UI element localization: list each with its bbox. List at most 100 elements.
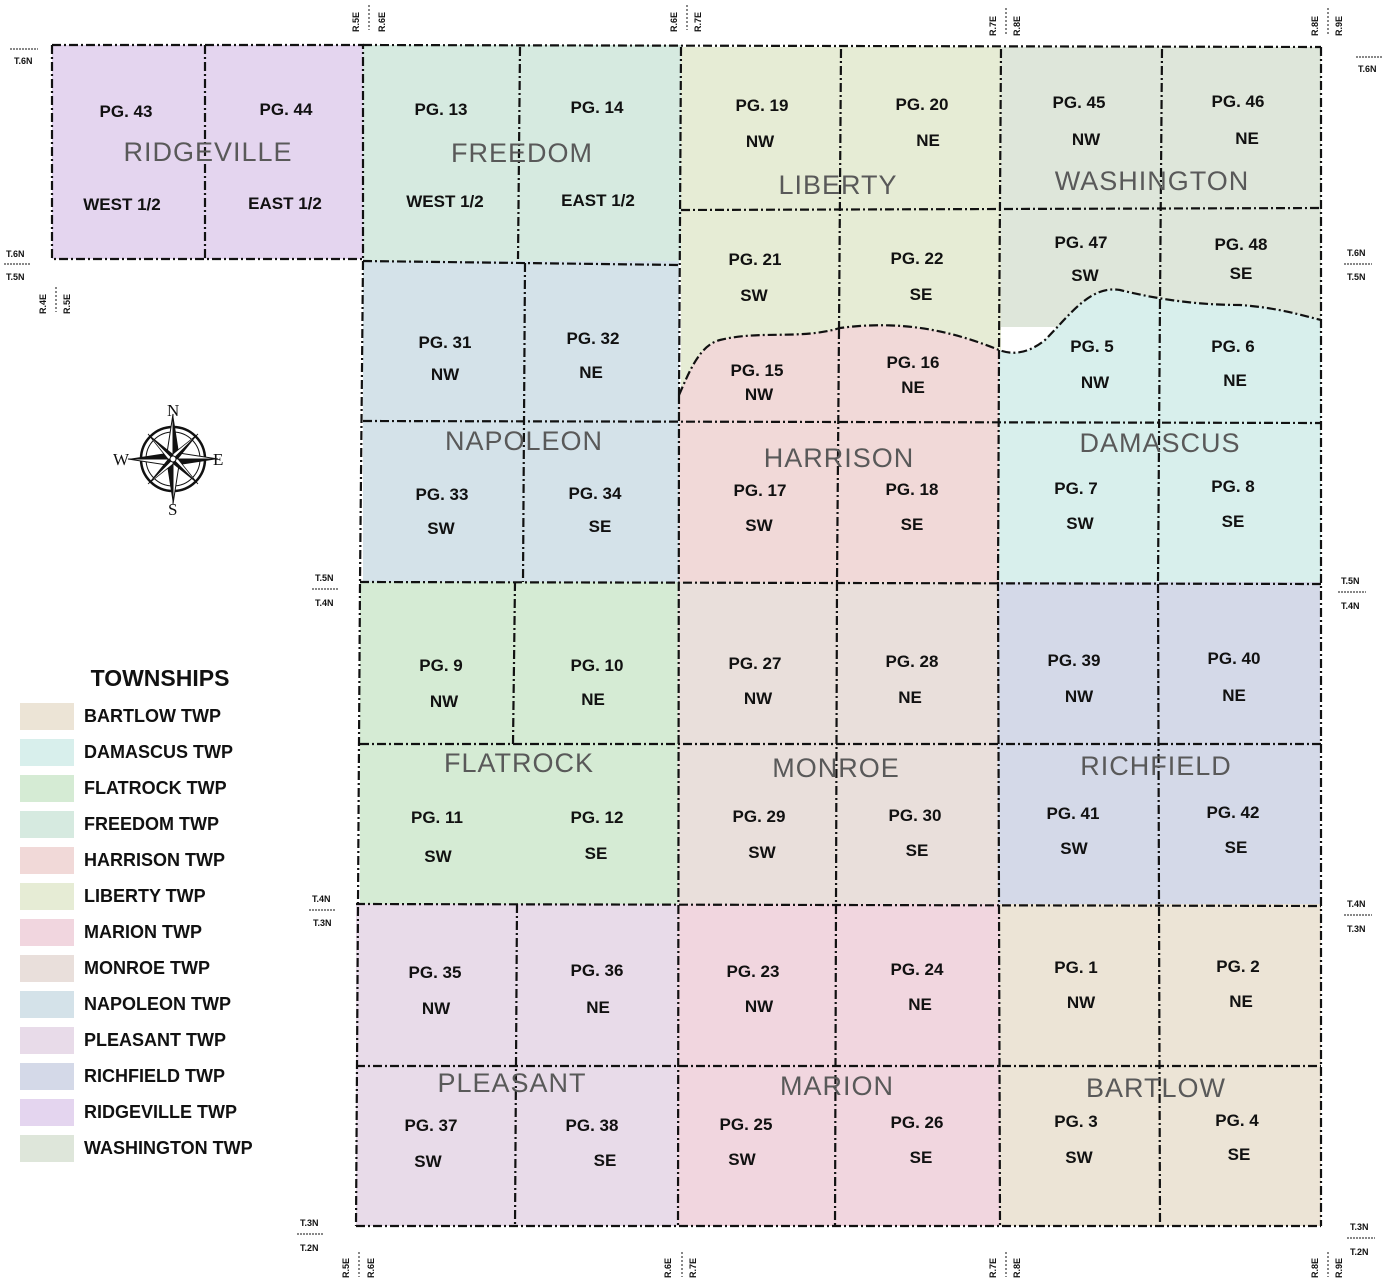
page-label: PG. 42	[1207, 803, 1260, 822]
page-label: PG. 13	[415, 100, 468, 119]
page-label: PG. 43	[100, 102, 153, 121]
legend-label: RICHFIELD TWP	[84, 1065, 225, 1086]
legend-swatch	[20, 810, 74, 838]
legend-swatch	[20, 918, 74, 946]
page-label: PG. 44	[260, 100, 313, 119]
tier-label: T.4N	[312, 894, 331, 904]
legend-swatch	[20, 846, 74, 874]
tier-labels: T.6N T.6N T.5N T.5N T.4N T.4N T.3N T.3N …	[4, 48, 1383, 1257]
range-label: R.7E	[688, 1258, 698, 1278]
page-labels: PG. 43 WEST 1/2 PG. 44 EAST 1/2 PG. 13 W…	[83, 92, 1267, 1171]
page-label: PG. 48	[1215, 235, 1268, 254]
page-label: PG. 27	[729, 654, 782, 673]
page-label: PG. 46	[1212, 92, 1265, 111]
legend-label: FLATROCK TWP	[84, 777, 227, 798]
section-label: SE	[585, 844, 608, 863]
section-label: WEST 1/2	[406, 192, 483, 211]
page-label: PG. 32	[567, 329, 620, 348]
section-label: SW	[748, 843, 776, 862]
freedom-area	[363, 45, 681, 261]
legend-swatch	[20, 774, 74, 802]
page-label: PG. 39	[1048, 651, 1101, 670]
legend-item: WASHINGTON TWP	[20, 1130, 290, 1166]
page-label: PG. 7	[1054, 479, 1097, 498]
page-label: PG. 37	[405, 1116, 458, 1135]
legend-item: DAMASCUS TWP	[20, 734, 290, 770]
section-label: SE	[1225, 838, 1248, 857]
section-label: NE	[1223, 371, 1247, 390]
range-label: R.8E	[1310, 1258, 1320, 1278]
page-label: PG. 45	[1053, 93, 1106, 112]
page-label: PG. 15	[731, 361, 784, 380]
legend-swatch	[20, 1062, 74, 1090]
tier-label: T.3N	[313, 918, 332, 928]
page-label: PG. 5	[1070, 337, 1113, 356]
legend-label: MARION TWP	[84, 921, 202, 942]
legend-label: FREEDOM TWP	[84, 813, 219, 834]
section-label: WEST 1/2	[83, 195, 160, 214]
tier-label: T.3N	[1347, 924, 1366, 934]
page-label: PG. 3	[1054, 1112, 1097, 1131]
township-label-bartlow: BARTLOW	[1086, 1073, 1226, 1103]
tier-label: T.6N	[14, 56, 33, 66]
page-label: PG. 23	[727, 962, 780, 981]
legend-items: BARTLOW TWP DAMASCUS TWP FLATROCK TWP FREED…	[20, 698, 290, 1166]
legend-swatch	[20, 954, 74, 982]
ridgeville-area	[52, 45, 363, 259]
legend-label: RIDGEVILLE TWP	[84, 1101, 237, 1122]
tier-label: T.5N	[1347, 272, 1366, 282]
legend-item: FLATROCK TWP	[20, 770, 290, 806]
section-label: SE	[910, 1148, 933, 1167]
section-label: NE	[908, 995, 932, 1014]
section-label: NW	[744, 689, 773, 708]
tier-label: T.5N	[315, 573, 334, 583]
page-label: PG. 4	[1215, 1111, 1259, 1130]
legend-item: LIBERTY TWP	[20, 878, 290, 914]
section-label: NW	[1067, 993, 1096, 1012]
page-label: PG. 26	[891, 1113, 944, 1132]
page-label: PG. 36	[571, 961, 624, 980]
section-label: NW	[1065, 687, 1094, 706]
range-label: R.6E	[669, 12, 679, 32]
page-label: PG. 38	[566, 1116, 619, 1135]
legend-swatch	[20, 990, 74, 1018]
section-label: SW	[728, 1150, 756, 1169]
section-label: NE	[581, 690, 605, 709]
range-labels: R.5E R.6E R.6E R.7E R.7E R.8E R.8E R.9E …	[38, 5, 1344, 1278]
township-label-pleasant: PLEASANT	[437, 1068, 586, 1098]
section-label: NW	[746, 132, 775, 151]
page-label: PG. 18	[886, 480, 939, 499]
page-label: PG. 20	[896, 95, 949, 114]
section-label: SW	[740, 286, 768, 305]
section-label: NE	[1229, 992, 1253, 1011]
page-label: PG. 12	[571, 808, 624, 827]
damascus-area	[999, 289, 1321, 582]
section-label: SW	[745, 516, 773, 535]
township-label-damascus: DAMASCUS	[1079, 428, 1240, 458]
legend-item: HARRISON TWP	[20, 842, 290, 878]
range-label: R.8E	[1012, 1258, 1022, 1278]
section-label: NE	[901, 378, 925, 397]
range-label: R.6E	[366, 1258, 376, 1278]
range-label: R.6E	[663, 1258, 673, 1278]
section-label: NE	[916, 131, 940, 150]
township-label-liberty: LIBERTY	[778, 170, 897, 200]
compass-rose-icon: N S E W	[113, 401, 223, 519]
section-label: NW	[745, 997, 774, 1016]
legend-item: FREEDOM TWP	[20, 806, 290, 842]
legend-label: NAPOLEON TWP	[84, 993, 231, 1014]
legend-item: BARTLOW TWP	[20, 698, 290, 734]
page-label: PG. 10	[571, 656, 624, 675]
page-label: PG. 40	[1208, 649, 1261, 668]
tier-label: T.5N	[1341, 576, 1360, 586]
legend-label: LIBERTY TWP	[84, 885, 206, 906]
section-label: EAST 1/2	[561, 191, 635, 210]
page-label: PG. 35	[409, 963, 462, 982]
legend-item: PLEASANT TWP	[20, 1022, 290, 1058]
tier-label: T.4N	[1341, 601, 1360, 611]
page-label: PG. 9	[419, 656, 462, 675]
tier-label: T.2N	[300, 1243, 319, 1253]
range-label: R.6E	[377, 12, 387, 32]
page-label: PG. 29	[733, 807, 786, 826]
page-label: PG. 21	[729, 250, 782, 269]
